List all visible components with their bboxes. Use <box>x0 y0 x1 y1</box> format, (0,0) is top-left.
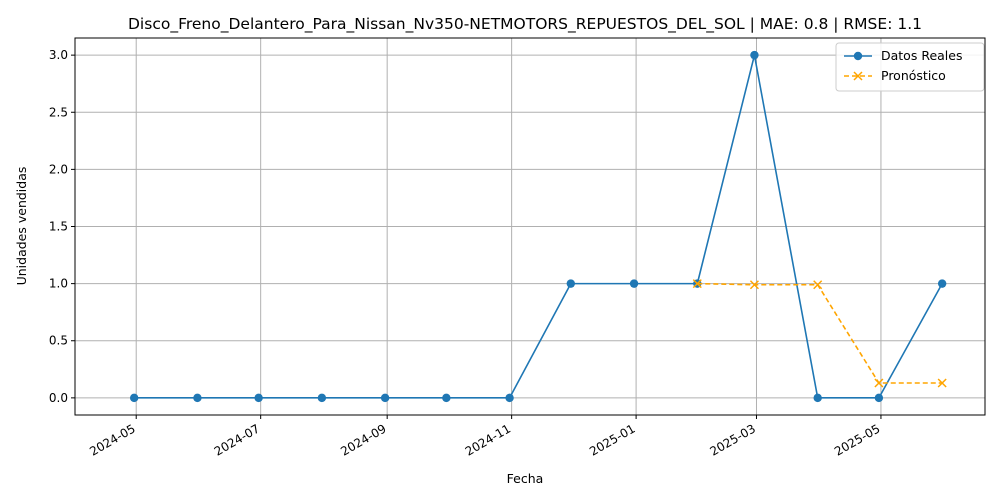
grid-lines <box>75 38 985 415</box>
x-tick-label: 2024-07 <box>212 421 262 458</box>
legend-label-actual: Datos Reales <box>881 48 962 63</box>
data-point <box>937 279 947 288</box>
x-tick-label: 2024-11 <box>463 421 513 458</box>
data-point <box>129 393 139 403</box>
y-tick-label: 1.0 <box>49 277 68 291</box>
x-axis-label: Fecha <box>507 471 544 486</box>
chart-title: Disco_Freno_Delantero_Para_Nissan_Nv350-… <box>128 15 922 34</box>
x-tick-label: 2025-03 <box>708 421 758 458</box>
y-axis-label: Unidades vendidas <box>14 167 29 286</box>
legend-marker-actual <box>853 51 863 61</box>
x-tick-label: 2025-01 <box>587 421 637 458</box>
legend-marker-forecast <box>853 71 863 81</box>
y-tick-label: 3.0 <box>49 48 68 62</box>
data-point <box>193 393 202 403</box>
data-point <box>692 279 702 289</box>
data-point <box>505 393 514 403</box>
x-tick-label: 2024-05 <box>87 421 137 458</box>
data-point <box>442 393 451 403</box>
data-point <box>380 393 390 403</box>
series-forecast <box>692 279 947 388</box>
data-point <box>254 393 263 403</box>
y-axis-ticks: 0.0 0.5 1.0 1.5 2.0 2.5 3.0 <box>49 48 75 405</box>
legend-label-forecast: Pronóstico <box>881 68 946 83</box>
data-point <box>750 50 759 60</box>
series-line <box>134 54 943 399</box>
y-tick-label: 2.5 <box>49 105 68 119</box>
data-point <box>874 378 884 388</box>
y-tick-label: 2.0 <box>49 162 68 176</box>
data-point <box>813 280 823 290</box>
data-point <box>566 279 576 288</box>
x-axis-ticks: 2024-05 2024-07 2024-09 2024-11 2025-01 2025-… <box>87 415 882 459</box>
legend: Datos Reales Pronóstico <box>835 42 985 92</box>
y-tick-label: 0.5 <box>49 334 68 348</box>
data-point <box>874 393 884 403</box>
data-point <box>317 393 327 403</box>
series-line <box>697 282 943 384</box>
data-point <box>937 378 947 388</box>
data-point <box>629 279 639 288</box>
y-tick-label: 0.0 <box>49 391 68 405</box>
legend-box <box>835 42 985 92</box>
y-tick-label: 1.5 <box>49 220 68 234</box>
series-layer <box>129 50 947 403</box>
x-tick-label: 2025-05 <box>832 421 882 458</box>
data-point <box>749 280 759 290</box>
x-tick-label: 2024-09 <box>338 421 388 458</box>
data-point <box>813 393 822 403</box>
